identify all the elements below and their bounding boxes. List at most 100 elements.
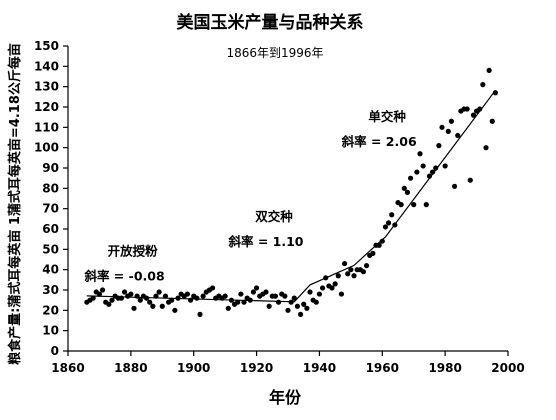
data-point — [376, 242, 382, 248]
data-point — [147, 299, 153, 305]
data-point — [194, 295, 200, 301]
data-point — [332, 281, 338, 287]
data-point — [486, 67, 492, 73]
data-point — [222, 293, 228, 299]
data-point — [429, 169, 436, 175]
data-point — [338, 291, 345, 297]
data-point — [285, 307, 291, 313]
data-point — [187, 297, 194, 303]
data-point — [445, 128, 451, 134]
x-axis-label: 年份 — [269, 388, 302, 407]
data-point — [121, 289, 128, 295]
y-tick-label: 0 — [51, 344, 59, 358]
x-axis-ticks: 1860 1880 1900 1920 1940 1960 1980 2000 — [51, 351, 525, 375]
data-point — [106, 301, 112, 307]
data-point — [291, 295, 297, 301]
data-point — [200, 293, 206, 299]
data-point — [128, 291, 134, 297]
data-point — [235, 299, 241, 305]
data-point — [480, 82, 486, 88]
data-point — [134, 293, 140, 299]
data-point — [304, 305, 310, 311]
data-point — [282, 293, 288, 299]
annotation-slope: 斜率 = -0.08 — [83, 268, 164, 283]
data-point — [247, 297, 253, 303]
data-point — [451, 183, 458, 189]
data-point — [225, 305, 231, 311]
data-point — [118, 295, 125, 301]
x-tick-label: 1980 — [428, 361, 461, 375]
y-tick-label: 80 — [42, 181, 59, 195]
data-point — [263, 289, 269, 295]
data-point — [392, 222, 398, 228]
y-tick-label: 90 — [42, 161, 59, 175]
data-point — [341, 260, 348, 267]
data-point — [407, 175, 414, 181]
data-point — [360, 269, 367, 275]
annotation-label: 双交种 — [254, 209, 293, 224]
data-point — [159, 303, 165, 309]
data-point — [423, 202, 429, 208]
data-point — [467, 177, 473, 183]
x-tick-label: 1900 — [177, 361, 210, 375]
data-point — [348, 267, 354, 273]
data-point — [464, 106, 470, 112]
x-tick-label: 1940 — [303, 361, 336, 375]
y-tick-label: 40 — [42, 263, 59, 277]
data-point — [272, 293, 279, 299]
data-point — [307, 289, 313, 295]
y-axis-label: 粮食产量:蒲式耳每英亩 1蒲式耳每英亩=4.18公斤每亩 — [7, 43, 23, 365]
data-point — [323, 275, 329, 281]
data-point — [382, 224, 389, 230]
data-point — [197, 311, 203, 317]
annotation-slope: 斜率 = 1.10 — [227, 234, 303, 249]
data-point — [250, 289, 257, 295]
chart-subtitle: 1866年到1996年 — [226, 46, 323, 60]
y-tick-label: 100 — [34, 141, 59, 155]
data-point — [275, 299, 282, 305]
y-tick-label: 50 — [42, 242, 59, 256]
data-point — [411, 202, 417, 208]
data-point — [238, 291, 244, 297]
x-tick-label: 1880 — [114, 361, 147, 375]
trend-line — [86, 89, 496, 303]
data-point — [150, 303, 156, 309]
y-tick-label: 60 — [42, 222, 59, 236]
data-point — [137, 297, 143, 303]
data-point — [209, 285, 216, 291]
data-point — [99, 287, 106, 293]
y-tick-label: 120 — [34, 100, 59, 114]
data-point — [162, 293, 169, 299]
data-point — [228, 297, 235, 303]
data-point — [175, 295, 181, 301]
data-point — [90, 295, 96, 301]
data-point — [470, 112, 477, 118]
data-point — [335, 273, 341, 279]
data-point — [143, 295, 150, 301]
data-point — [109, 297, 115, 303]
data-point — [351, 273, 357, 279]
data-point — [385, 220, 392, 226]
data-point — [96, 291, 103, 297]
data-point — [483, 145, 489, 151]
data-point — [241, 299, 247, 305]
data-point — [184, 291, 191, 297]
annotation-label: 开放授粉 — [108, 243, 159, 258]
data-point — [131, 305, 137, 311]
data-point — [363, 263, 370, 269]
annotation-label: 单交种 — [368, 109, 406, 124]
y-tick-label: 130 — [34, 80, 59, 94]
data-point — [404, 189, 411, 195]
data-point — [294, 303, 301, 309]
data-point — [370, 250, 376, 256]
data-point — [389, 212, 395, 218]
y-tick-label: 150 — [34, 39, 59, 53]
y-tick-label: 30 — [42, 283, 59, 297]
data-point — [477, 106, 483, 112]
chart-title: 美国玉米产量与品种关系 — [177, 12, 364, 33]
data-point — [489, 118, 495, 124]
data-point — [153, 293, 159, 299]
x-tick-label: 2000 — [491, 361, 524, 375]
